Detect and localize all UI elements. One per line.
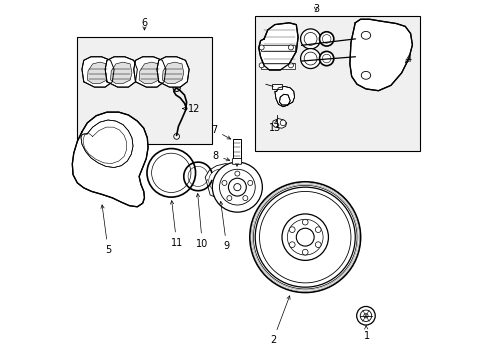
Circle shape (319, 51, 333, 66)
Circle shape (300, 29, 320, 49)
Circle shape (255, 187, 354, 287)
Polygon shape (162, 62, 183, 84)
Circle shape (282, 214, 328, 260)
Circle shape (259, 192, 350, 283)
Text: 8: 8 (212, 151, 229, 161)
Circle shape (288, 45, 293, 50)
Circle shape (151, 153, 190, 193)
Polygon shape (87, 62, 108, 84)
Circle shape (289, 227, 294, 233)
Circle shape (280, 120, 285, 126)
Polygon shape (258, 23, 298, 70)
Circle shape (360, 310, 371, 321)
Polygon shape (82, 57, 114, 87)
Text: 11: 11 (170, 201, 183, 248)
Text: 6: 6 (141, 18, 147, 28)
Polygon shape (134, 57, 165, 87)
Text: 9: 9 (219, 201, 229, 251)
FancyBboxPatch shape (232, 158, 241, 164)
Bar (255, 16, 419, 152)
Ellipse shape (361, 31, 370, 39)
Polygon shape (81, 120, 133, 167)
Polygon shape (105, 57, 137, 87)
Text: 4: 4 (405, 54, 411, 64)
Text: 5: 5 (101, 205, 111, 255)
Circle shape (259, 63, 264, 68)
Circle shape (233, 184, 241, 191)
Polygon shape (110, 62, 132, 84)
Circle shape (249, 182, 360, 293)
Circle shape (304, 32, 316, 45)
Circle shape (173, 84, 180, 91)
Circle shape (147, 149, 195, 197)
Polygon shape (157, 57, 189, 87)
Text: 7: 7 (211, 125, 230, 139)
Circle shape (304, 52, 316, 65)
Circle shape (315, 242, 321, 248)
Circle shape (208, 169, 231, 192)
Circle shape (173, 134, 179, 139)
Circle shape (234, 171, 240, 176)
Polygon shape (272, 118, 286, 128)
Circle shape (212, 162, 262, 212)
Circle shape (322, 35, 330, 43)
Bar (233, 139, 241, 160)
Circle shape (287, 219, 323, 255)
Bar (272, 84, 282, 89)
Bar (260, 63, 294, 69)
Ellipse shape (361, 71, 370, 79)
Text: 2: 2 (269, 296, 289, 345)
Circle shape (243, 195, 247, 201)
Circle shape (253, 185, 356, 289)
Circle shape (296, 228, 313, 246)
Circle shape (228, 178, 246, 196)
Bar (77, 37, 212, 144)
Polygon shape (349, 19, 411, 91)
Circle shape (222, 180, 226, 185)
Text: 3: 3 (312, 4, 318, 14)
Circle shape (288, 63, 293, 68)
Circle shape (226, 195, 231, 201)
Circle shape (247, 180, 252, 185)
Circle shape (289, 242, 294, 248)
Circle shape (259, 45, 264, 50)
Circle shape (319, 32, 333, 46)
Circle shape (302, 249, 307, 255)
Polygon shape (72, 112, 148, 207)
Polygon shape (205, 163, 235, 198)
Polygon shape (139, 62, 160, 84)
Polygon shape (274, 86, 294, 107)
Circle shape (322, 54, 330, 63)
Circle shape (356, 306, 374, 325)
Circle shape (300, 49, 320, 68)
Text: 1: 1 (363, 326, 369, 342)
Bar (260, 45, 294, 51)
Circle shape (363, 314, 367, 318)
Text: 10: 10 (196, 194, 208, 249)
Text: 12: 12 (182, 104, 200, 113)
Circle shape (219, 169, 255, 205)
Bar (173, 76, 179, 80)
Circle shape (315, 227, 321, 233)
Circle shape (302, 219, 307, 225)
Circle shape (213, 174, 227, 188)
Text: 13: 13 (268, 120, 281, 133)
